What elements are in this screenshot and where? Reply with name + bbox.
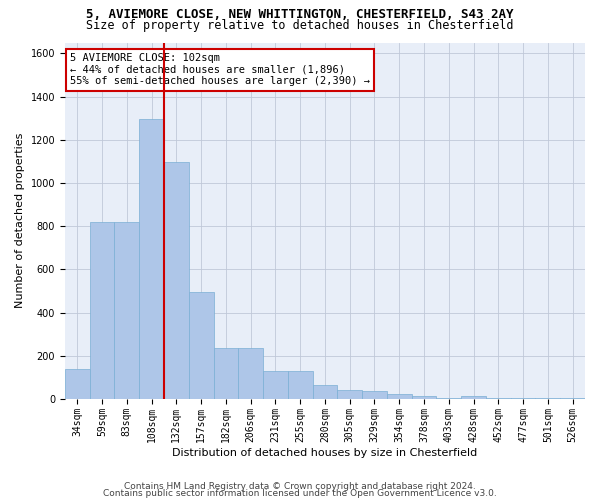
Bar xyxy=(511,398,535,399)
Text: Contains HM Land Registry data © Crown copyright and database right 2024.: Contains HM Land Registry data © Crown c… xyxy=(124,482,476,491)
Bar xyxy=(535,398,560,399)
Bar xyxy=(164,162,189,399)
Text: Contains public sector information licensed under the Open Government Licence v3: Contains public sector information licen… xyxy=(103,489,497,498)
Text: Size of property relative to detached houses in Chesterfield: Size of property relative to detached ho… xyxy=(86,19,514,32)
Bar xyxy=(337,390,362,399)
X-axis label: Distribution of detached houses by size in Chesterfield: Distribution of detached houses by size … xyxy=(172,448,478,458)
Bar xyxy=(189,292,214,399)
Bar xyxy=(313,385,337,399)
Text: 5, AVIEMORE CLOSE, NEW WHITTINGTON, CHESTERFIELD, S43 2AY: 5, AVIEMORE CLOSE, NEW WHITTINGTON, CHES… xyxy=(86,8,514,22)
Bar xyxy=(214,348,238,399)
Bar xyxy=(486,398,511,399)
Y-axis label: Number of detached properties: Number of detached properties xyxy=(15,133,25,308)
Bar xyxy=(65,369,89,399)
Bar xyxy=(115,222,139,399)
Bar xyxy=(89,222,115,399)
Text: 5 AVIEMORE CLOSE: 102sqm
← 44% of detached houses are smaller (1,896)
55% of sem: 5 AVIEMORE CLOSE: 102sqm ← 44% of detach… xyxy=(70,53,370,86)
Bar xyxy=(263,371,288,399)
Bar xyxy=(412,396,436,399)
Bar xyxy=(560,398,585,399)
Bar xyxy=(362,392,387,399)
Bar xyxy=(387,394,412,399)
Bar xyxy=(461,396,486,399)
Bar xyxy=(238,348,263,399)
Bar xyxy=(139,119,164,399)
Bar xyxy=(436,398,461,399)
Bar xyxy=(288,371,313,399)
